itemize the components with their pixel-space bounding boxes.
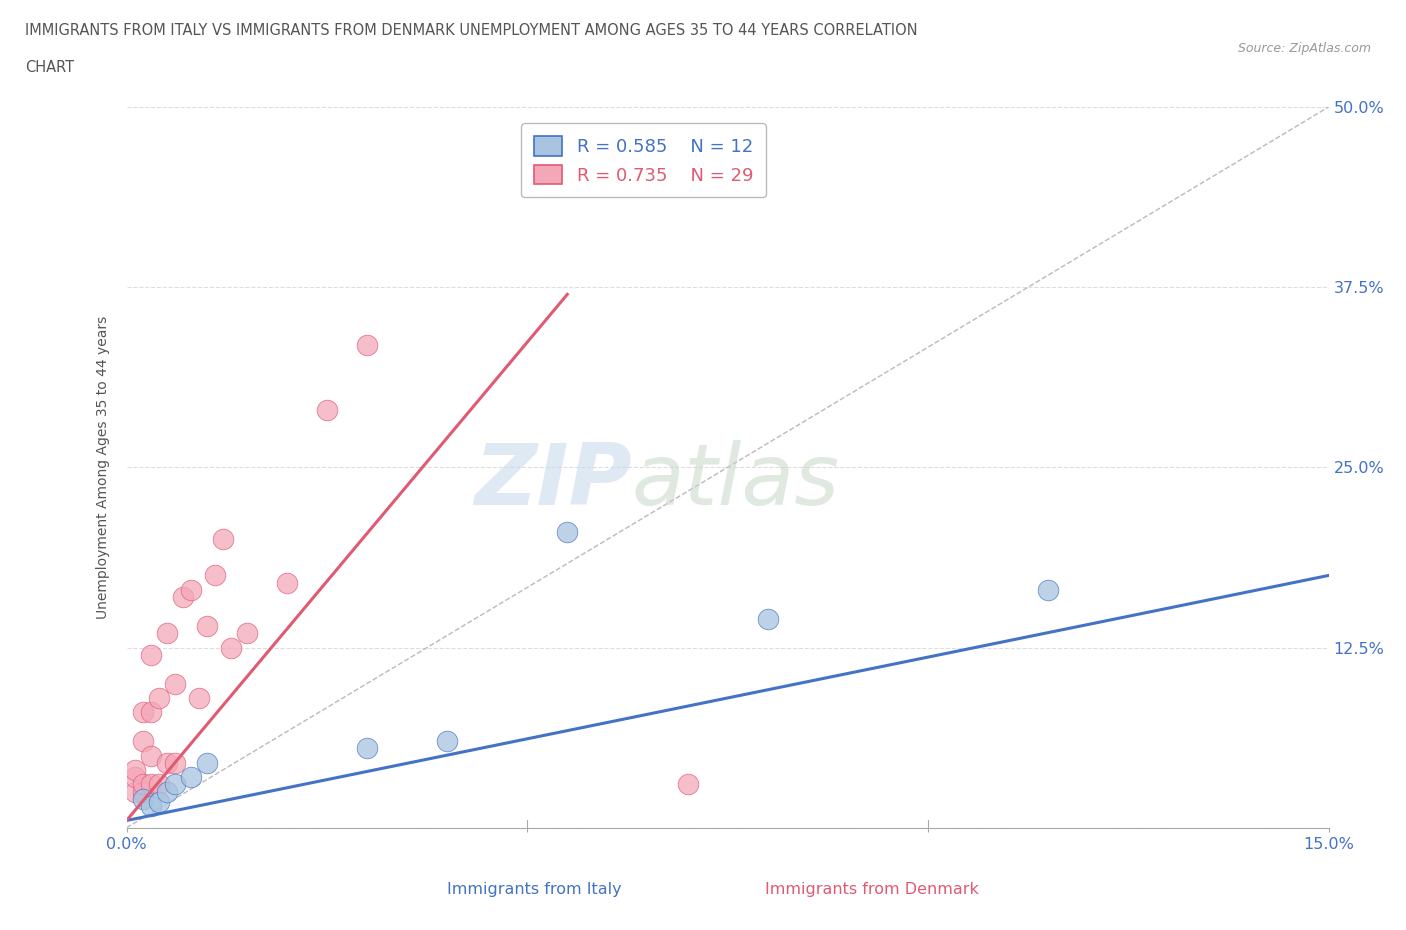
Point — [131, 791, 153, 806]
Point — [155, 784, 177, 799]
Point — [148, 777, 170, 792]
Point — [131, 784, 153, 799]
Point — [148, 690, 170, 706]
Point — [195, 618, 218, 633]
Text: CHART: CHART — [25, 60, 75, 75]
Point — [124, 770, 146, 785]
Text: Immigrants from Denmark: Immigrants from Denmark — [765, 883, 979, 897]
Text: Immigrants from Italy: Immigrants from Italy — [447, 883, 621, 897]
Point — [139, 799, 162, 814]
Point — [124, 763, 146, 777]
Point — [676, 777, 699, 792]
Point — [155, 755, 177, 770]
Point — [139, 647, 162, 662]
Point — [557, 525, 579, 539]
Point — [172, 590, 194, 604]
Point — [756, 611, 779, 626]
Point — [139, 748, 162, 763]
Point — [219, 640, 242, 655]
Point — [180, 582, 202, 597]
Point — [356, 338, 378, 352]
Point — [148, 794, 170, 809]
Point — [163, 777, 186, 792]
Point — [124, 784, 146, 799]
Text: Source: ZipAtlas.com: Source: ZipAtlas.com — [1237, 42, 1371, 55]
Point — [139, 705, 162, 720]
Point — [235, 626, 259, 641]
Legend: R = 0.585    N = 12, R = 0.735    N = 29: R = 0.585 N = 12, R = 0.735 N = 29 — [520, 123, 766, 197]
Point — [1038, 582, 1060, 597]
Point — [139, 777, 162, 792]
Point — [211, 532, 233, 547]
Text: IMMIGRANTS FROM ITALY VS IMMIGRANTS FROM DENMARK UNEMPLOYMENT AMONG AGES 35 TO 4: IMMIGRANTS FROM ITALY VS IMMIGRANTS FROM… — [25, 23, 918, 38]
Point — [163, 676, 186, 691]
Point — [180, 770, 202, 785]
Point — [204, 568, 226, 583]
Point — [187, 690, 209, 706]
Text: atlas: atlas — [631, 440, 839, 524]
Point — [356, 741, 378, 756]
Point — [276, 575, 298, 591]
Point — [436, 734, 458, 749]
Text: ZIP: ZIP — [474, 440, 631, 524]
Point — [155, 626, 177, 641]
Point — [163, 755, 186, 770]
Point — [195, 755, 218, 770]
Y-axis label: Unemployment Among Ages 35 to 44 years: Unemployment Among Ages 35 to 44 years — [96, 315, 110, 619]
Point — [315, 403, 337, 418]
Point — [131, 777, 153, 792]
Point — [131, 705, 153, 720]
Point — [131, 734, 153, 749]
